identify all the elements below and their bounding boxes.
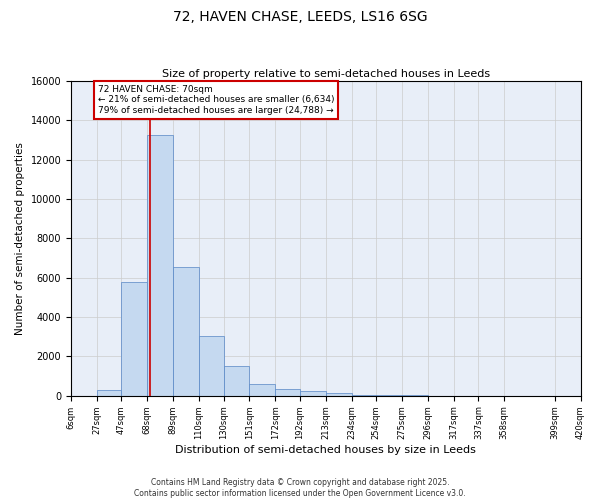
Y-axis label: Number of semi-detached properties: Number of semi-detached properties	[15, 142, 25, 335]
Bar	[376, 394, 402, 396]
X-axis label: Distribution of semi-detached houses by size in Leeds: Distribution of semi-detached houses by …	[175, 445, 476, 455]
Bar	[121, 282, 148, 396]
Bar	[402, 395, 428, 396]
Text: 72, HAVEN CHASE, LEEDS, LS16 6SG: 72, HAVEN CHASE, LEEDS, LS16 6SG	[173, 10, 427, 24]
Bar	[199, 336, 224, 396]
Bar	[352, 394, 376, 396]
Bar	[148, 135, 173, 396]
Bar	[250, 384, 275, 396]
Bar	[300, 391, 326, 396]
Title: Size of property relative to semi-detached houses in Leeds: Size of property relative to semi-detach…	[162, 69, 490, 79]
Bar	[326, 393, 352, 396]
Bar	[224, 366, 250, 396]
Bar	[173, 267, 199, 396]
Text: Contains HM Land Registry data © Crown copyright and database right 2025.
Contai: Contains HM Land Registry data © Crown c…	[134, 478, 466, 498]
Text: 72 HAVEN CHASE: 70sqm
← 21% of semi-detached houses are smaller (6,634)
79% of s: 72 HAVEN CHASE: 70sqm ← 21% of semi-deta…	[98, 85, 335, 115]
Bar	[97, 390, 121, 396]
Bar	[275, 389, 300, 396]
